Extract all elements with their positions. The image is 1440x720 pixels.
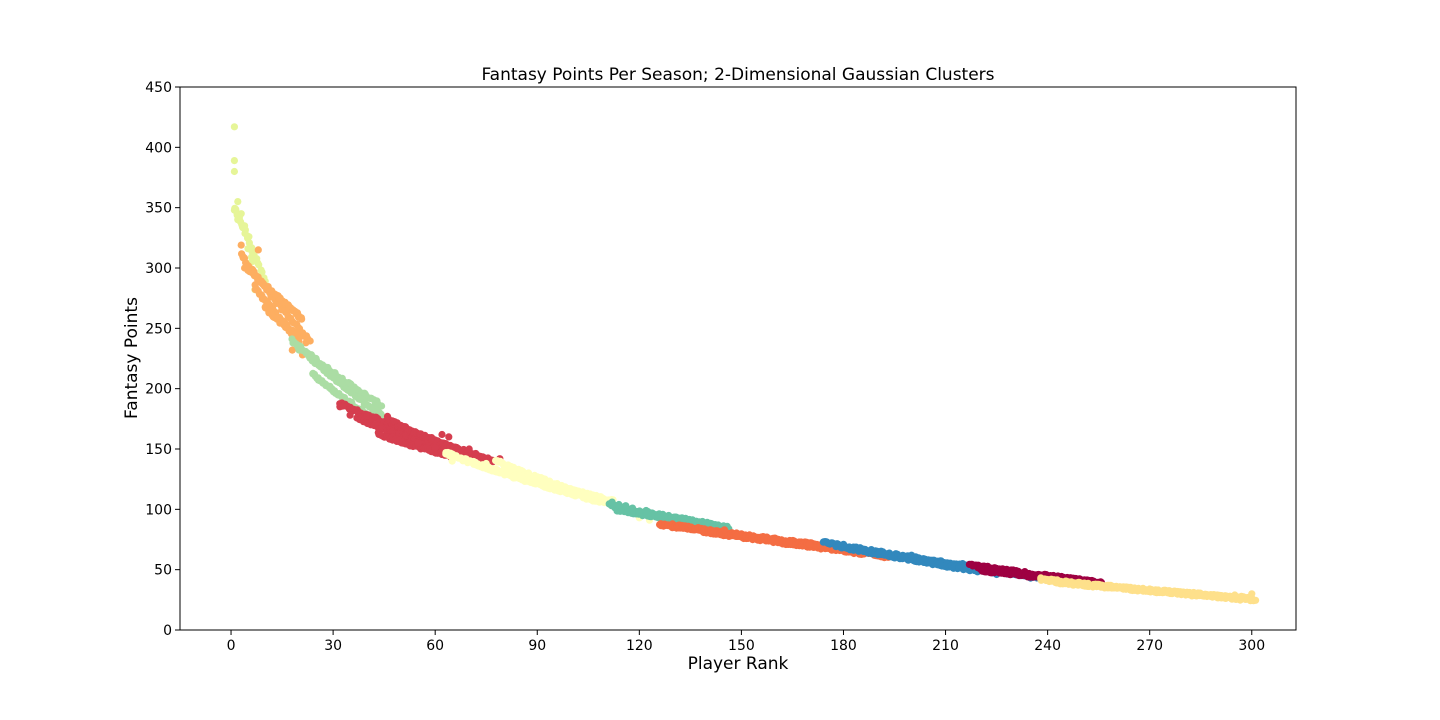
y-tick-label: 400: [145, 140, 172, 156]
data-point: [642, 506, 650, 515]
data-point: [1231, 591, 1239, 599]
plot-frame: [179, 86, 1297, 631]
series-2: [237, 241, 314, 359]
x-tick-label: 150: [728, 638, 755, 654]
data-point: [244, 266, 252, 274]
data-point: [378, 402, 386, 410]
y-tick-label: 50: [154, 563, 172, 579]
data-point: [237, 210, 245, 218]
data-point: [465, 445, 473, 453]
data-point: [237, 241, 245, 249]
y-tick-label: 0: [163, 623, 172, 639]
data-point: [230, 206, 238, 214]
data-point: [302, 339, 310, 347]
series-1: [230, 123, 269, 294]
data-point: [383, 412, 392, 420]
data-points: [230, 123, 1260, 605]
data-point: [234, 216, 242, 224]
x-tick-label: 240: [1034, 638, 1061, 654]
data-point: [445, 433, 453, 441]
data-point: [622, 502, 630, 510]
data-point: [298, 315, 306, 323]
data-point: [1061, 578, 1069, 586]
data-point: [438, 430, 446, 439]
data-point: [230, 157, 238, 165]
chart-title: Fantasy Points Per Season; 2-Dimensional…: [481, 65, 994, 85]
series-6: [605, 498, 733, 533]
x-tick-label: 60: [426, 638, 444, 654]
x-axis-label: Player Rank: [688, 654, 789, 674]
x-tick-label: 270: [1136, 638, 1163, 654]
data-point: [608, 498, 616, 506]
data-point: [628, 504, 637, 512]
data-point: [414, 439, 422, 447]
x-tick-label: 90: [528, 638, 546, 654]
data-point: [509, 474, 517, 482]
data-point: [241, 222, 249, 230]
x-tick-label: 210: [932, 638, 959, 654]
y-tick-label: 250: [145, 321, 172, 337]
x-tick-label: 180: [830, 638, 857, 654]
data-point: [329, 373, 337, 381]
data-point: [454, 445, 463, 453]
data-point: [1248, 590, 1256, 598]
y-axis-label: Fantasy Points: [122, 297, 142, 419]
data-point: [1095, 581, 1103, 590]
y-tick-label: 300: [145, 261, 172, 277]
data-point: [448, 457, 456, 465]
x-tick-label: 300: [1238, 638, 1265, 654]
data-point: [431, 444, 439, 452]
data-point: [959, 560, 967, 568]
x-tick-label: 30: [324, 638, 342, 654]
data-point: [258, 268, 266, 276]
data-point: [336, 403, 344, 411]
series-5: [442, 448, 654, 524]
data-point: [1248, 596, 1256, 604]
y-tick-label: 450: [145, 80, 172, 96]
data-point: [805, 540, 814, 548]
data-point: [907, 551, 916, 559]
data-point: [822, 538, 831, 546]
y-tick-label: 200: [145, 382, 172, 398]
data-point: [288, 346, 296, 354]
series-7: [656, 520, 892, 562]
data-point: [230, 167, 238, 176]
data-point: [993, 564, 1001, 573]
x-tick-label: 0: [227, 638, 236, 654]
data-point: [969, 562, 977, 570]
data-point: [445, 451, 453, 459]
x-axis-ticks: 0 30 60 90 120 150 180 210 240 270 300: [227, 630, 1265, 654]
y-tick-label: 350: [145, 201, 172, 217]
data-point: [615, 500, 623, 509]
data-point: [1146, 585, 1154, 593]
data-point: [839, 540, 848, 548]
data-point: [245, 233, 253, 241]
y-tick-label: 100: [145, 502, 172, 518]
data-point: [312, 354, 320, 363]
data-point: [295, 346, 303, 354]
x-tick-label: 120: [626, 638, 653, 654]
y-tick-label: 150: [145, 442, 172, 458]
series-10: [1037, 574, 1260, 605]
data-point: [482, 459, 490, 468]
data-point: [346, 411, 354, 419]
y-axis-ticks: 0 50 100 150 200 250 300 350 400 450: [145, 80, 180, 639]
data-point: [254, 246, 262, 254]
data-point: [244, 245, 252, 253]
data-point: [635, 508, 643, 516]
data-point: [292, 329, 301, 338]
data-point: [230, 123, 238, 131]
data-point: [234, 198, 242, 206]
data-point: [720, 526, 729, 534]
data-point: [771, 535, 780, 544]
data-point: [1197, 590, 1205, 598]
data-point: [1037, 575, 1045, 583]
